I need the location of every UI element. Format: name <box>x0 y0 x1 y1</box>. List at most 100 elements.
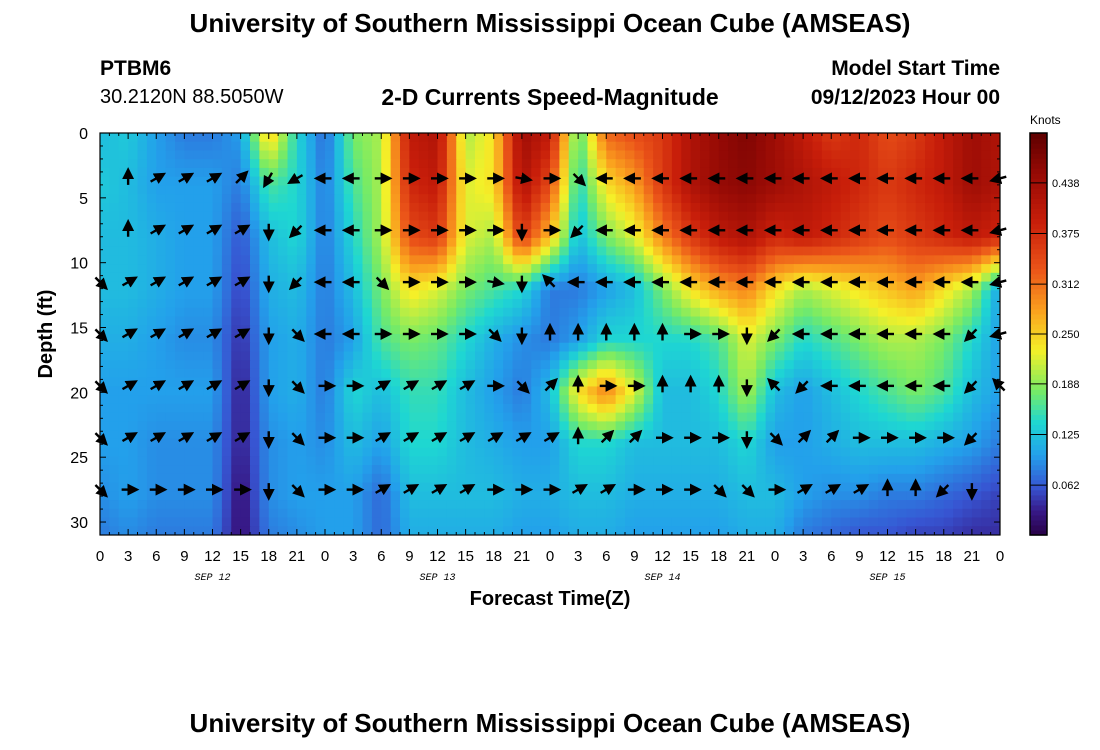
heat-cell <box>700 491 710 501</box>
heat-cell <box>203 334 214 344</box>
heat-cell <box>137 141 148 152</box>
heat-cell <box>662 246 673 256</box>
heat-cell <box>859 351 870 361</box>
heat-cell <box>971 526 982 535</box>
heat-cell <box>296 150 307 160</box>
heat-cell <box>953 272 964 283</box>
heat-cell <box>156 299 167 309</box>
heat-cell <box>578 491 589 501</box>
heat-cell <box>446 237 457 248</box>
heat-cell <box>868 482 879 492</box>
heat-cell <box>625 202 635 213</box>
heat-cell <box>325 491 335 501</box>
heat-cell <box>493 491 504 501</box>
heat-cell <box>250 500 260 510</box>
heat-cell <box>484 290 495 300</box>
heat-cell <box>990 386 1000 396</box>
heat-cell <box>109 211 120 221</box>
heat-cell <box>634 386 645 396</box>
heat-cell <box>718 316 729 326</box>
heat-cell <box>465 316 476 326</box>
heat-cell <box>775 255 785 265</box>
heat-cell <box>681 447 692 457</box>
heat-cell <box>925 150 935 160</box>
heat-cell <box>306 491 317 501</box>
heat-cell <box>587 316 598 326</box>
model-start-value: 09/12/2023 Hour 00 <box>810 86 1000 109</box>
heat-cell <box>821 500 832 510</box>
heat-cell <box>943 185 954 195</box>
heat-cell <box>146 473 157 484</box>
heat-cell <box>512 133 523 143</box>
heat-cell <box>700 299 710 309</box>
heat-cell <box>700 264 710 274</box>
heat-cell <box>981 386 992 396</box>
heat-cell <box>634 272 645 283</box>
heat-cell <box>643 246 654 256</box>
heat-cell <box>915 412 926 422</box>
heat-cell <box>109 264 120 274</box>
heat-cell <box>118 185 129 195</box>
heat-cell <box>887 255 898 265</box>
heat-cell <box>409 202 420 213</box>
heat-cell <box>493 386 504 396</box>
heat-cell <box>746 281 757 291</box>
heat-cell <box>315 334 326 344</box>
heat-cell <box>615 491 626 501</box>
heat-cell <box>390 220 401 230</box>
heat-cell <box>606 473 617 484</box>
heat-cell <box>615 176 626 187</box>
heat-cell <box>643 264 654 274</box>
heat-cell <box>568 133 579 143</box>
heat-cell <box>868 386 879 396</box>
heat-cell <box>531 246 542 256</box>
heat-cell <box>550 246 560 256</box>
heat-cell <box>175 526 185 535</box>
heat-cell <box>193 299 204 309</box>
heat-cell <box>296 264 307 274</box>
heat-cell <box>906 264 917 274</box>
heat-cell <box>400 185 410 195</box>
heat-cell <box>662 386 673 396</box>
heat-cell <box>418 403 429 414</box>
heat-cell <box>240 237 251 248</box>
heat-cell <box>465 237 476 248</box>
heat-cell <box>915 447 926 457</box>
heat-cell <box>784 473 795 484</box>
current-arrow <box>963 380 978 394</box>
heat-cell <box>812 237 823 248</box>
heat-cell <box>146 307 157 318</box>
heat-cell <box>681 133 692 143</box>
heat-cell <box>437 159 448 169</box>
heat-cell <box>437 185 448 195</box>
heat-cell <box>850 185 860 195</box>
heat-cell <box>625 264 635 274</box>
heat-cell <box>362 290 373 300</box>
heat-cell <box>831 377 842 388</box>
heat-cell <box>446 307 457 318</box>
heat-cell <box>118 141 129 152</box>
heat-cell <box>475 465 485 475</box>
heat-cell <box>568 473 579 484</box>
heat-cell <box>728 220 739 230</box>
heat-cell <box>400 526 410 535</box>
heat-cell <box>746 412 757 422</box>
heat-cell <box>690 237 701 248</box>
heat-cell <box>775 334 785 344</box>
heat-cell <box>531 508 542 519</box>
heat-cell <box>550 386 560 396</box>
heat-cell <box>446 491 457 501</box>
current-arrow <box>178 172 195 184</box>
heat-cell <box>906 491 917 501</box>
heat-cell <box>550 447 560 457</box>
heat-cell <box>287 133 298 143</box>
heat-cell <box>484 316 495 326</box>
heat-cell <box>362 176 373 187</box>
heat-cell <box>221 386 232 396</box>
heat-cell <box>925 465 935 475</box>
heat-cell <box>643 176 654 187</box>
heat-cell <box>231 211 242 221</box>
heat-cell <box>578 133 589 143</box>
heat-cell <box>268 508 279 519</box>
heat-cell <box>165 377 176 388</box>
